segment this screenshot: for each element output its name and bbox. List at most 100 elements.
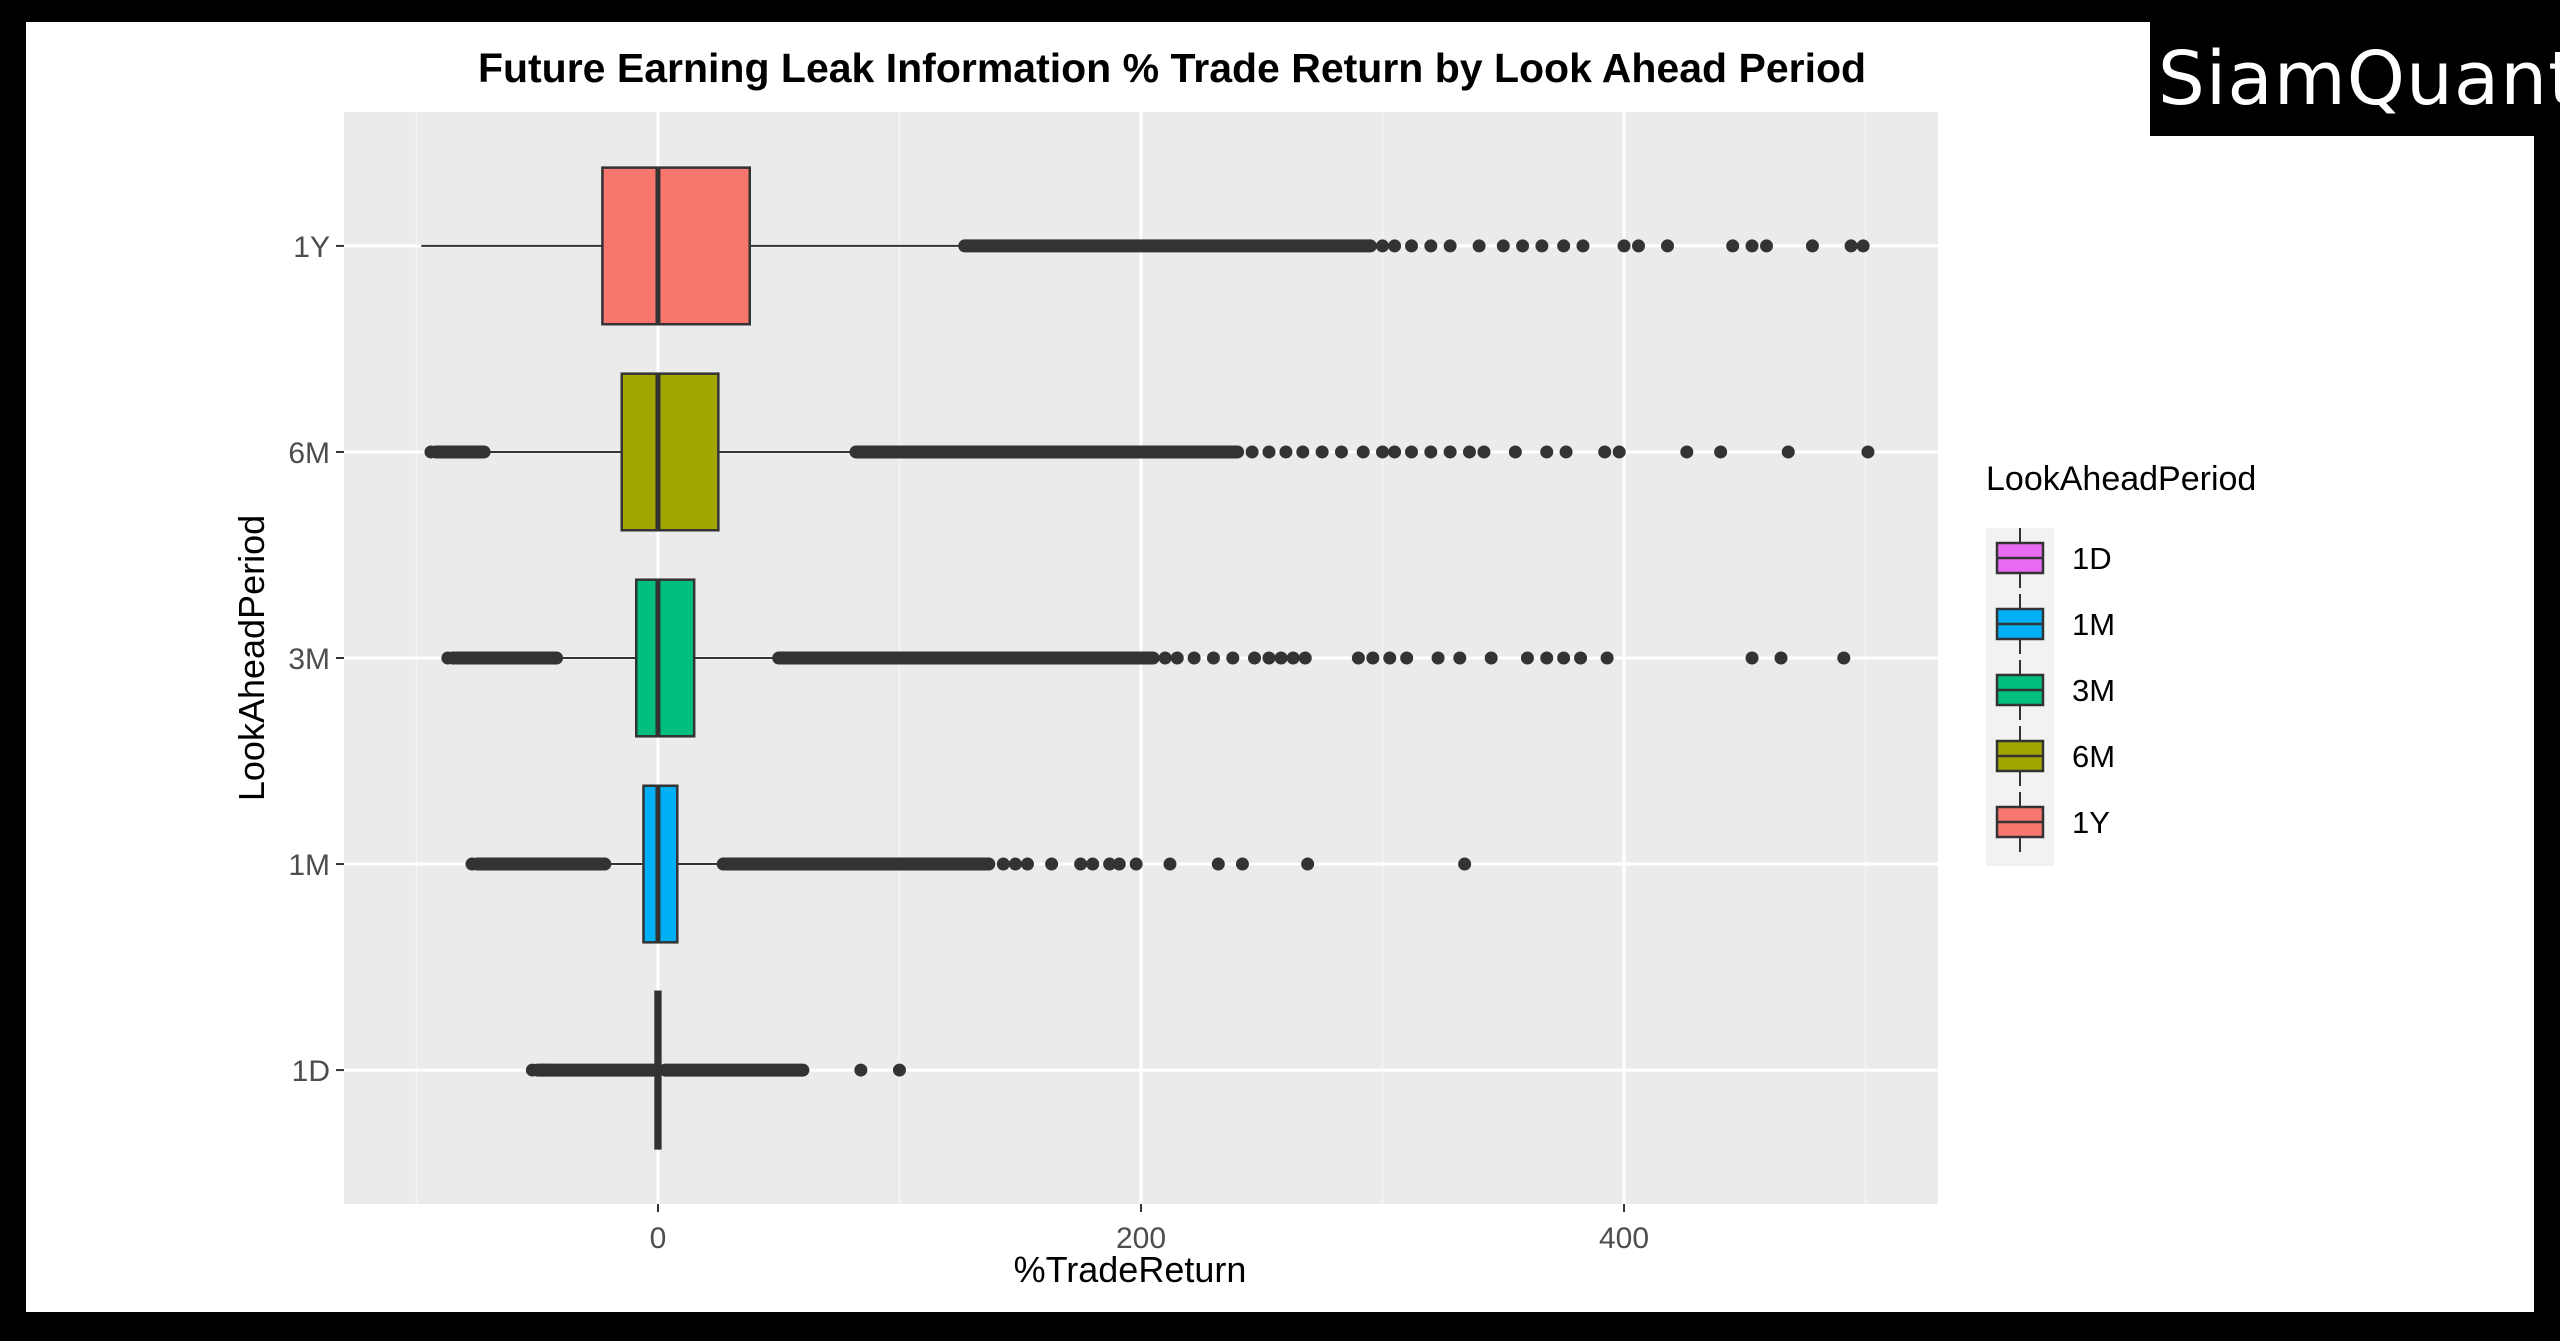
outlier-point — [1388, 239, 1402, 253]
outlier-point — [1600, 651, 1614, 665]
outlier-point — [854, 1063, 868, 1077]
outlier-point — [1844, 239, 1858, 253]
outlier-point — [465, 857, 479, 871]
boxplot-chart: Future Earning Leak Information % Trade … — [231, 45, 2256, 1290]
outlier-point — [1535, 239, 1549, 253]
outlier-point — [1574, 651, 1588, 665]
legend-label: 1M — [2072, 607, 2115, 642]
outlier-point — [1235, 857, 1249, 871]
legend-item-1M: 1M — [1995, 594, 2115, 654]
box-1D — [525, 990, 906, 1150]
x-tick-label: 200 — [1116, 1222, 1166, 1255]
outlier-point — [1714, 445, 1728, 459]
outlier-point — [1774, 651, 1788, 665]
outlier-point — [1856, 239, 1870, 253]
outlier-point — [1559, 445, 1573, 459]
axes: 1D 1M 3M 6M 1Y 0 200 400 — [288, 231, 1649, 1255]
outlier-point — [1103, 857, 1117, 871]
outlier-point — [1837, 651, 1851, 665]
box-6M — [424, 372, 1875, 532]
outlier-point — [1315, 445, 1329, 459]
outlier-point — [1286, 651, 1300, 665]
outlier-point — [1540, 651, 1554, 665]
legend: LookAheadPeriod 1D 1M 3M 6M 1Y — [1986, 460, 2256, 866]
box-1Y — [421, 166, 1870, 326]
x-tick-label: 0 — [650, 1222, 667, 1255]
outlier-point — [1496, 239, 1510, 253]
outlier-point — [1045, 857, 1059, 871]
outlier-point — [1158, 651, 1172, 665]
outlier-point — [1008, 857, 1022, 871]
x-axis-title: %TradeReturn — [1014, 1249, 1247, 1290]
outlier-point — [1484, 651, 1498, 665]
outlier-point — [1617, 239, 1631, 253]
outlier-point — [1279, 445, 1293, 459]
outlier-point — [525, 1063, 539, 1077]
outlier-point — [1520, 651, 1534, 665]
brand-logo: SiamQuant — [2150, 22, 2560, 136]
box-series — [421, 166, 1875, 1150]
outlier-point — [1187, 651, 1201, 665]
outlier-point — [1262, 445, 1276, 459]
outlier-point — [1424, 239, 1438, 253]
outlier-point — [1598, 445, 1612, 459]
chart-title: Future Earning Leak Information % Trade … — [478, 45, 1866, 91]
outlier-point — [1726, 239, 1740, 253]
legend-label: 3M — [2072, 673, 2115, 708]
box-body — [601, 166, 751, 326]
outlier-point — [1376, 239, 1390, 253]
y-tick-label: 3M — [288, 643, 330, 676]
outlier-point — [1388, 445, 1402, 459]
outlier-point — [1508, 445, 1522, 459]
legend-label: 6M — [2072, 739, 2115, 774]
y-tick-label: 6M — [288, 437, 330, 470]
outlier-point — [1472, 239, 1486, 253]
outlier-point — [1376, 445, 1390, 459]
outlier-point — [1745, 239, 1759, 253]
outlier-point — [1612, 445, 1626, 459]
box-3M — [441, 578, 1851, 738]
outlier-point — [1661, 239, 1675, 253]
legend-item-6M: 6M — [1995, 726, 2115, 786]
outlier-point — [1516, 239, 1530, 253]
x-tick-label: 400 — [1599, 1222, 1649, 1255]
outlier-point — [1211, 857, 1225, 871]
outlier-point — [1540, 445, 1554, 459]
outlier-point — [1129, 857, 1143, 871]
legend-item-3M: 3M — [1995, 660, 2115, 720]
outlier-point — [1112, 857, 1126, 871]
outlier-point — [1781, 445, 1795, 459]
outlier-point — [1805, 239, 1819, 253]
outlier-point — [1400, 651, 1414, 665]
outlier-point — [1557, 651, 1571, 665]
outlier-point — [1861, 445, 1875, 459]
outlier-point — [1351, 651, 1365, 665]
outlier-point — [1301, 857, 1315, 871]
outlier-point — [1477, 445, 1491, 459]
legend-title: LookAheadPeriod — [1986, 460, 2256, 498]
outlier-point — [1334, 445, 1348, 459]
chart-frame: Future Earning Leak Information % Trade … — [26, 22, 2560, 1312]
legend-item-1D: 1D — [1995, 528, 2112, 588]
outlier-point — [1366, 651, 1380, 665]
outlier-point — [1296, 445, 1310, 459]
outlier-point — [1576, 239, 1590, 253]
outlier-point — [892, 1063, 906, 1077]
outlier-point — [1170, 651, 1184, 665]
outlier-point — [1404, 445, 1418, 459]
y-tick-label: 1Y — [293, 231, 330, 264]
legend-label: 1D — [2072, 541, 2112, 576]
outlier-point — [1557, 239, 1571, 253]
outlier-point — [1462, 445, 1476, 459]
y-tick-label: 1D — [292, 1055, 330, 1088]
outlier-point — [424, 445, 438, 459]
outlier-point — [1226, 651, 1240, 665]
outlier-point — [1745, 651, 1759, 665]
outlier-point — [1086, 857, 1100, 871]
outlier-point — [1680, 445, 1694, 459]
box-body — [634, 578, 696, 738]
legend-label: 1Y — [2072, 805, 2110, 840]
outlier-point — [1383, 651, 1397, 665]
outlier-point — [1248, 651, 1262, 665]
outlier-point — [542, 1063, 556, 1077]
